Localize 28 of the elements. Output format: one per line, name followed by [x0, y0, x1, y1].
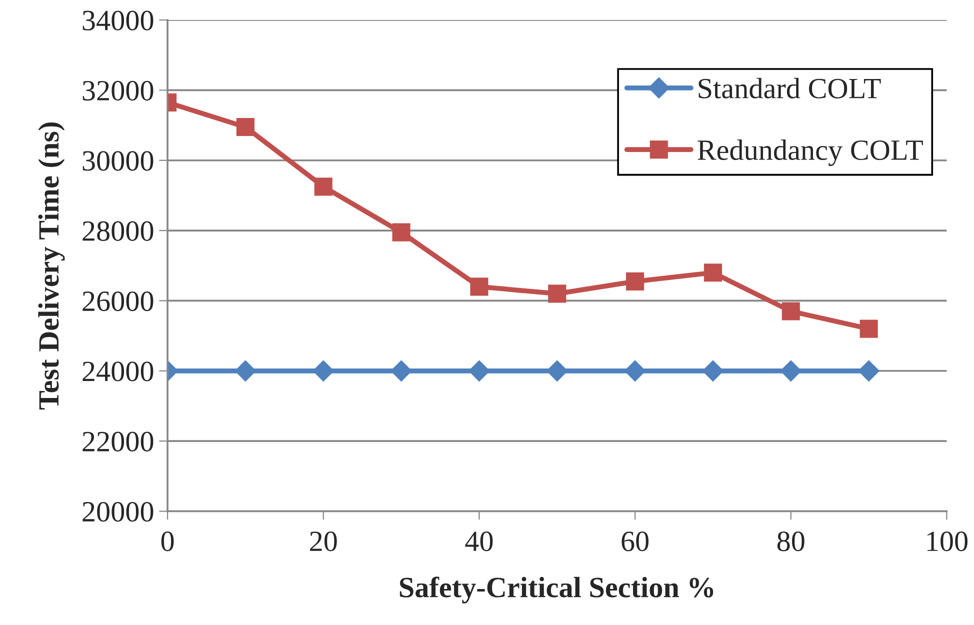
- point: [236, 118, 254, 136]
- legend-label: Standard COLT: [698, 78, 881, 98]
- point: [470, 278, 488, 296]
- point: [548, 284, 566, 303]
- point: [704, 264, 722, 282]
- y-tick-label: 20000: [82, 502, 154, 522]
- x-tick-label: 20: [310, 532, 337, 552]
- y-tick-label: 26000: [82, 291, 154, 312]
- y-tick-label: 24000: [82, 362, 154, 382]
- y-tick-label: 30000: [82, 151, 154, 171]
- y-tick-label: 22000: [82, 432, 154, 452]
- x-tick-label: 60: [622, 532, 649, 552]
- point: [858, 360, 880, 382]
- y-tick-label: 32000: [82, 80, 154, 101]
- x-tick-label: 80: [777, 532, 804, 552]
- x-tick-label: 100: [927, 532, 968, 552]
- x-tick-label: 40: [465, 532, 493, 552]
- point: [860, 320, 878, 338]
- point: [782, 302, 800, 320]
- legend-label: Redundancy COLT: [698, 140, 923, 166]
- y-axis-title: Test Delivery Time (ns): [38, 122, 65, 410]
- point: [392, 223, 410, 242]
- x-tick-label: 0: [161, 532, 174, 552]
- point: [314, 178, 332, 196]
- y-tick-label: 28000: [82, 221, 154, 241]
- x-axis-title: Safety-Critical Section %: [400, 576, 714, 604]
- point: [626, 272, 644, 290]
- y-tick-label: 34000: [82, 10, 154, 30]
